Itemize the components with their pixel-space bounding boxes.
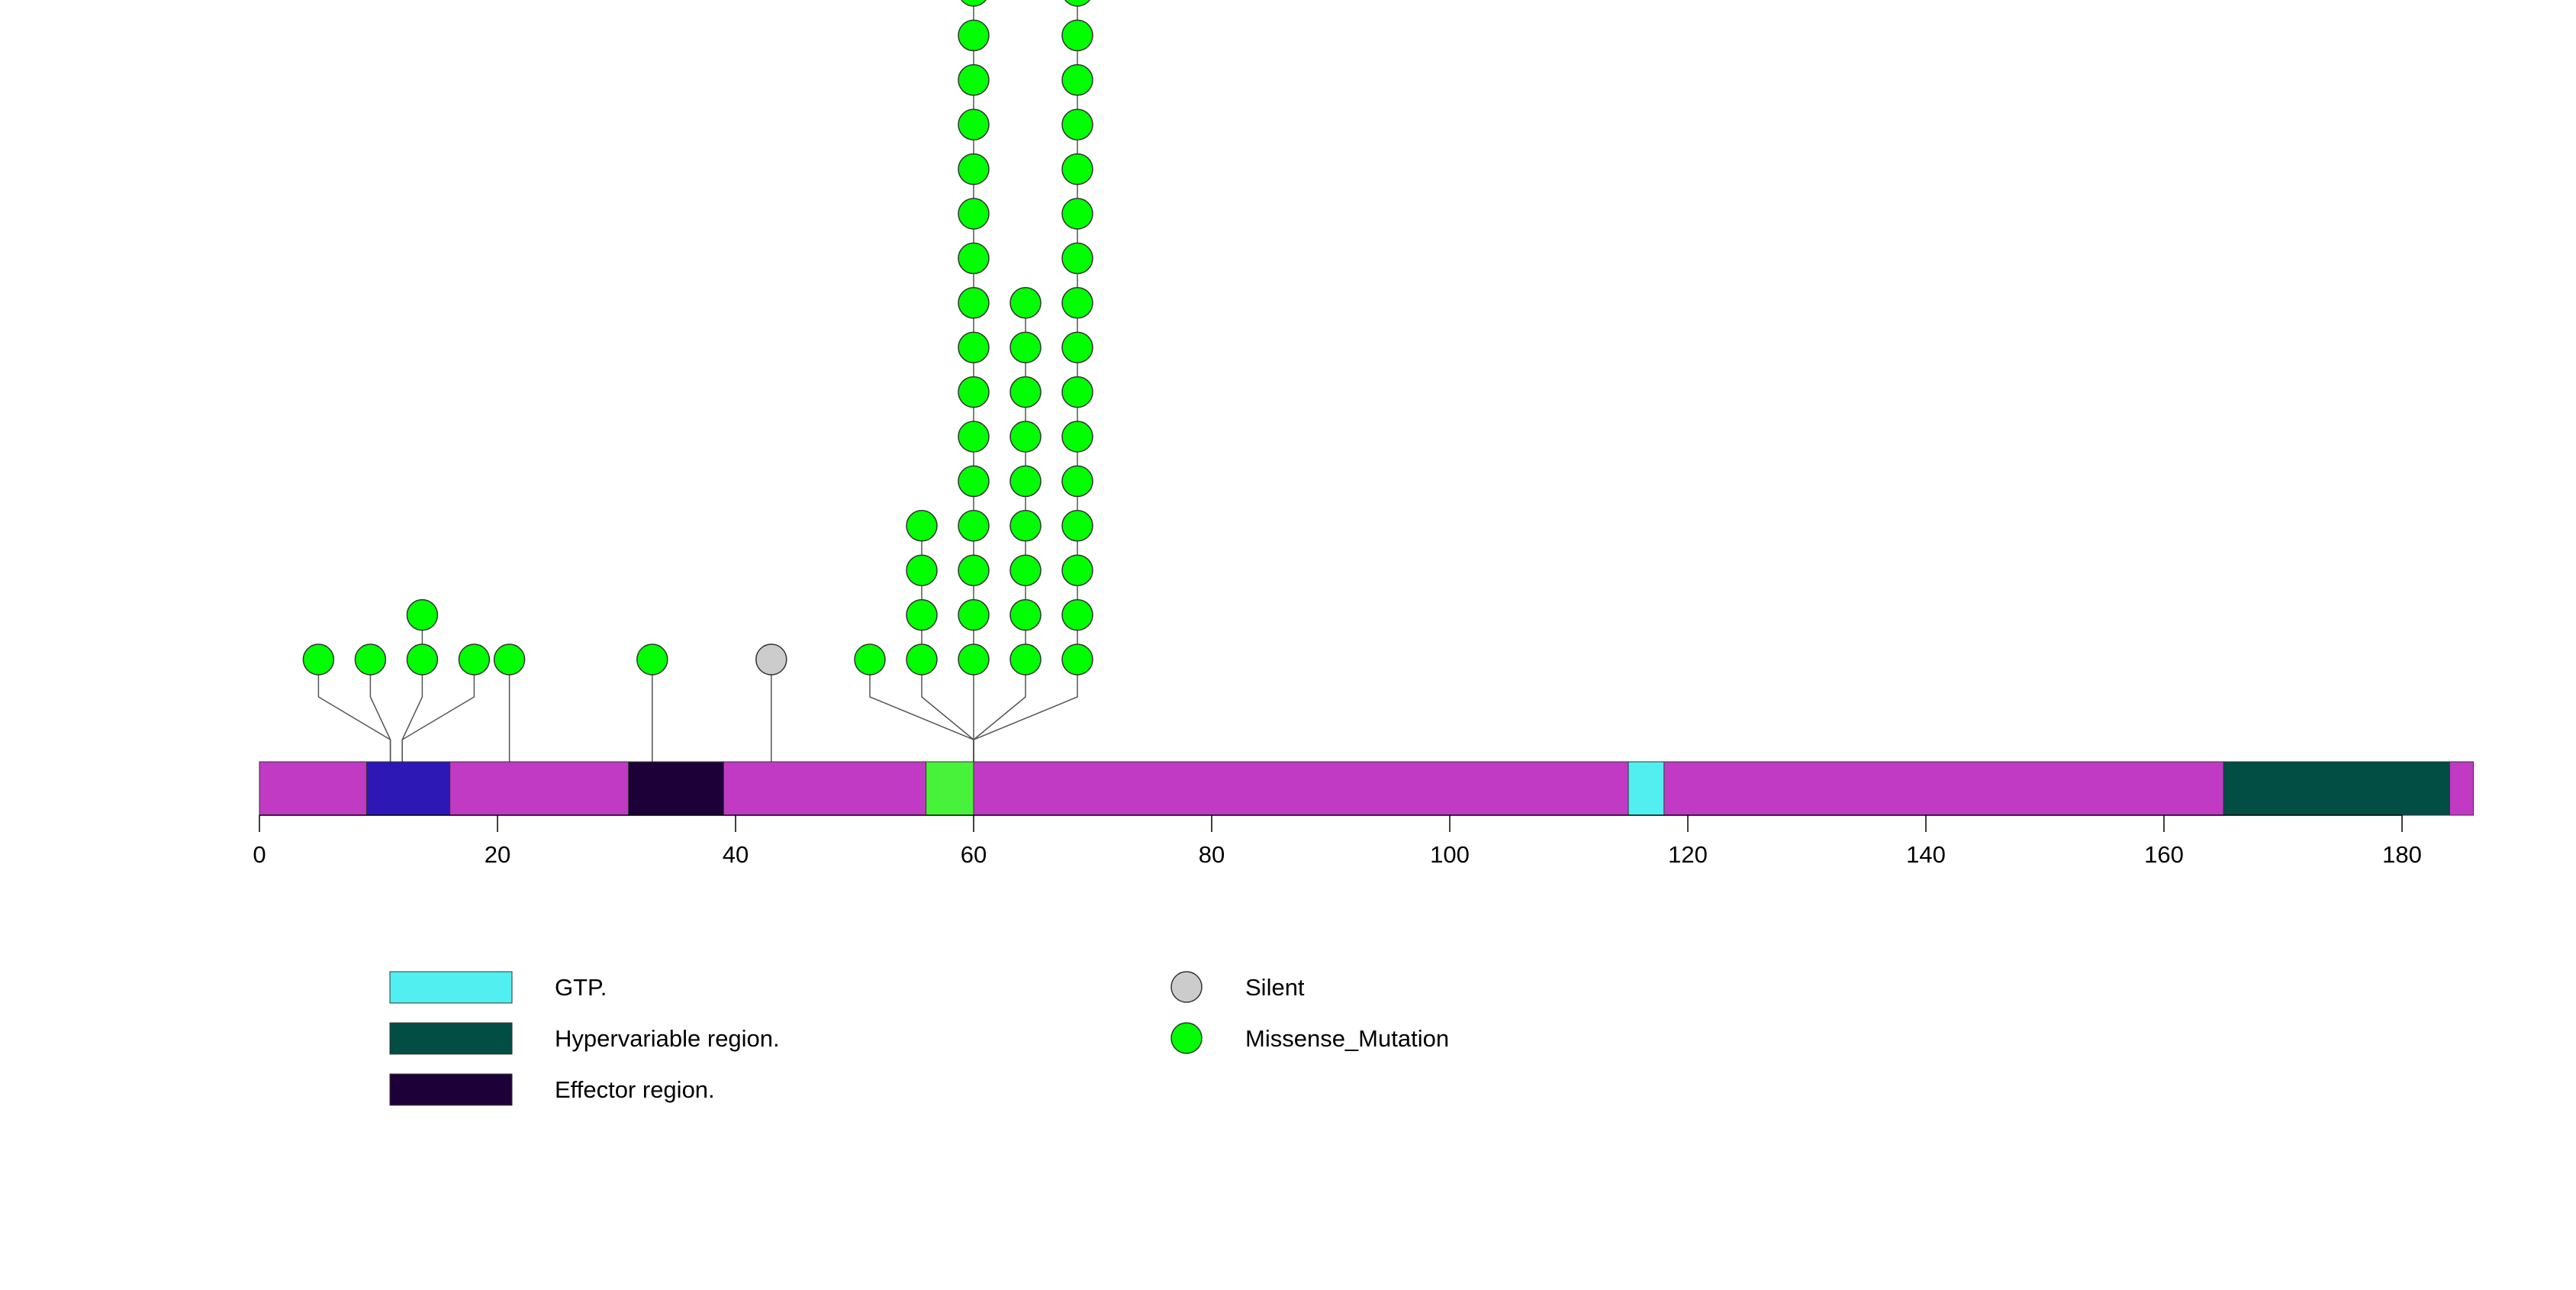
mutation-dot-9-13 [958, 64, 990, 96]
mutation-dot-10-2 [1009, 554, 1042, 586]
mutation-dot-8-2 [906, 554, 938, 586]
mutation-dot-11-13 [1061, 64, 1093, 96]
legend-label-gtp: GTP. [555, 974, 607, 1001]
x-tick-label-60: 60 [961, 841, 987, 868]
mutation-dot-9-15 [961, 0, 987, 7]
x-tick-label-20: 20 [485, 841, 510, 868]
mutation-dot-9-14 [958, 19, 990, 52]
mutation-dot-10-6 [1009, 376, 1042, 408]
mutation-dot-2-0 [406, 643, 439, 676]
mutation-dot-11-14 [1061, 19, 1093, 52]
mutation-dot-11-9 [1061, 242, 1093, 275]
mutation-dot-10-1 [1009, 598, 1042, 631]
domain-1 [628, 761, 724, 816]
mutation-dot-11-8 [1061, 287, 1093, 319]
legend-label-hypervariable: Hypervariable region. [555, 1025, 780, 1052]
mutation-dot-11-6 [1061, 376, 1093, 408]
mutation-dot-9-9 [958, 242, 990, 275]
mutation-dot-8-3 [906, 510, 938, 542]
mutation-dot-10-0 [1009, 643, 1042, 676]
mutation-dot-9-12 [958, 108, 990, 140]
legend-marker-silent [1170, 971, 1203, 1003]
protein-backbone-group [259, 761, 2475, 816]
mutation-dot-11-2 [1061, 554, 1093, 586]
mutation-dots [302, 0, 1093, 676]
x-tick-label-100: 100 [1430, 841, 1470, 868]
domain-0 [365, 761, 451, 816]
mutation-dot-6-0 [755, 643, 787, 676]
mutation-dot-3-0 [458, 643, 491, 676]
mutation-dot-2-1 [406, 598, 439, 631]
x-tick-label-0: 0 [253, 841, 266, 868]
mutation-dot-10-7 [1009, 331, 1042, 363]
mutation-stem-0 [317, 660, 391, 762]
x-tick-label-180: 180 [2382, 841, 2422, 868]
domain-group [365, 761, 2450, 816]
mutation-dot-11-1 [1061, 598, 1093, 631]
mutation-dot-5-0 [636, 643, 668, 676]
domain-3 [1628, 761, 1665, 816]
mutation-dot-11-7 [1061, 331, 1093, 363]
mutation-dot-9-1 [958, 598, 990, 631]
protein-backbone [259, 761, 2475, 816]
legend: GTP. Hypervariable region. Effector regi… [389, 971, 1449, 1106]
mutation-dot-9-6 [958, 376, 990, 408]
mutation-dot-11-11 [1061, 153, 1093, 185]
legend-label-effector: Effector region. [555, 1076, 715, 1103]
mutation-dot-9-10 [958, 198, 990, 230]
legend-label-silent: Silent [1245, 974, 1305, 1001]
legend-swatch-effector [389, 1073, 513, 1106]
mutation-dot-11-12 [1061, 108, 1093, 140]
legend-label-missense: Missense_Mutation [1245, 1025, 1449, 1052]
x-axis: 0 20 40 60 80 100 120 140 160 180 [253, 814, 2422, 868]
mutation-dot-9-0 [958, 643, 990, 676]
legend-marker-missense [1170, 1022, 1203, 1054]
mutation-dot-11-15 [1064, 0, 1090, 7]
x-tick-label-160: 160 [2144, 841, 2184, 868]
mutation-dot-9-7 [958, 331, 990, 363]
mutation-dot-11-3 [1061, 510, 1093, 542]
legend-swatch-gtp [389, 971, 513, 1004]
mutation-dot-0-0 [302, 643, 335, 676]
domain-4 [2223, 761, 2450, 816]
mutation-dot-9-8 [958, 287, 990, 319]
mutation-dot-11-5 [1061, 421, 1093, 453]
mutation-dot-11-0 [1061, 643, 1093, 676]
mutation-dot-11-4 [1061, 465, 1093, 498]
mutation-dot-10-8 [1009, 287, 1042, 319]
mutation-dot-10-3 [1009, 510, 1042, 542]
mutation-dot-9-4 [958, 465, 990, 498]
mutation-dot-9-2 [958, 554, 990, 586]
mutation-dot-8-0 [906, 643, 938, 676]
x-tick-label-140: 140 [1906, 841, 1946, 868]
x-tick-label-40: 40 [723, 841, 749, 868]
mutation-stem-1 [369, 660, 391, 762]
legend-swatch-hypervariable [389, 1022, 513, 1055]
mutation-stem-3 [401, 660, 475, 762]
domain-2 [926, 761, 974, 816]
mutation-dot-10-5 [1009, 421, 1042, 453]
x-tick-label-120: 120 [1668, 841, 1708, 868]
mutation-dot-9-11 [958, 153, 990, 185]
mutation-dot-8-1 [906, 598, 938, 631]
mutation-stem-2 [401, 614, 423, 762]
mutation-dot-11-10 [1061, 198, 1093, 230]
mutation-dot-4-0 [493, 643, 526, 676]
mutation-dot-9-3 [958, 510, 990, 542]
mutation-dot-10-4 [1009, 465, 1042, 498]
mutation-dot-1-0 [354, 643, 387, 676]
mutation-dot-9-5 [958, 421, 990, 453]
mutation-dot-7-0 [854, 643, 886, 676]
x-tick-label-80: 80 [1199, 841, 1225, 868]
